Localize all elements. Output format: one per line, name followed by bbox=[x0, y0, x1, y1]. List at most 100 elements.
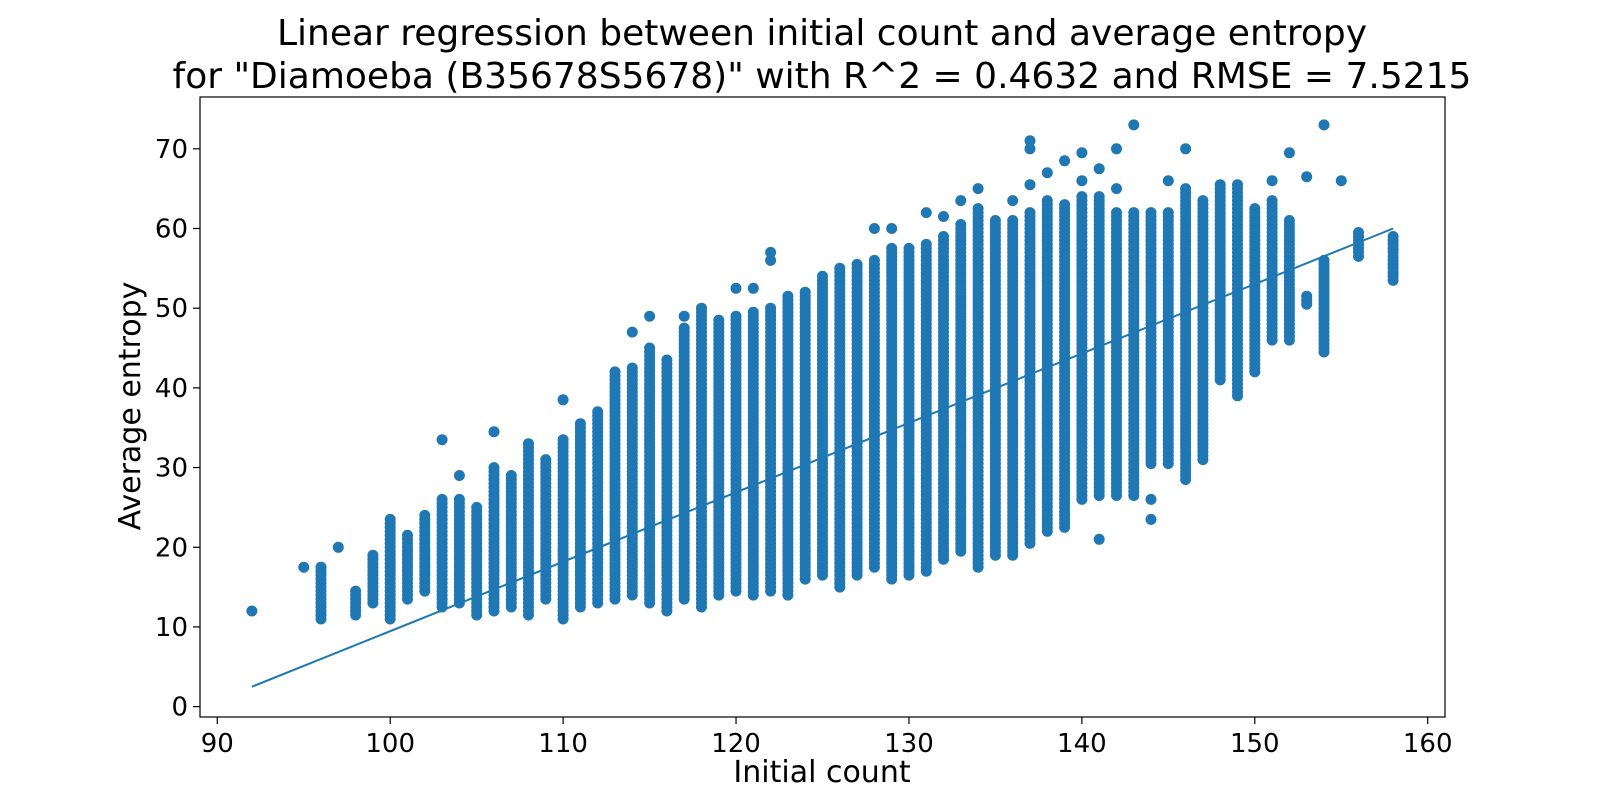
data-point bbox=[1249, 203, 1261, 215]
data-point bbox=[1093, 191, 1105, 203]
data-point bbox=[1111, 207, 1122, 219]
data-point bbox=[505, 470, 517, 481]
regression-line bbox=[251, 227, 1394, 688]
data-point bbox=[730, 282, 742, 294]
y-tick-label: 70 bbox=[155, 135, 188, 165]
data-point bbox=[851, 258, 863, 270]
y-tick-label: 10 bbox=[155, 613, 188, 643]
data-point bbox=[1128, 207, 1140, 219]
chart-subtitle: for "Diamoeba (B35678S5678)" with R^2 = … bbox=[173, 56, 1472, 97]
data-point bbox=[1076, 175, 1088, 187]
data-point bbox=[955, 219, 967, 230]
data-point bbox=[903, 242, 915, 254]
data-point bbox=[1059, 199, 1071, 211]
data-point bbox=[1093, 163, 1105, 175]
data-point bbox=[626, 362, 638, 374]
data-point bbox=[557, 394, 569, 406]
data-point bbox=[557, 434, 569, 446]
data-point bbox=[1335, 175, 1347, 187]
data-point bbox=[1111, 143, 1122, 155]
chart-title: Linear regression between initial count … bbox=[277, 13, 1367, 54]
data-point bbox=[1145, 207, 1157, 219]
data-point bbox=[384, 513, 396, 525]
data-point bbox=[523, 438, 534, 450]
data-point bbox=[436, 434, 448, 446]
data-point bbox=[1024, 207, 1036, 219]
data-point bbox=[1180, 143, 1192, 155]
data-point bbox=[471, 501, 483, 513]
data-point bbox=[1059, 155, 1071, 167]
y-tick-label: 20 bbox=[155, 533, 188, 563]
data-point bbox=[453, 493, 465, 505]
regression-line-group bbox=[251, 227, 1394, 688]
x-tick-label: 100 bbox=[365, 729, 415, 759]
data-point bbox=[1214, 179, 1226, 191]
data-point bbox=[696, 302, 707, 314]
plot-area: 90 100 110 120 130 140 150 160 0 10 20 30 40 50 60 70 bbox=[155, 96, 1453, 759]
data-point bbox=[246, 605, 258, 617]
data-point bbox=[453, 470, 465, 481]
data-point bbox=[1162, 175, 1174, 187]
x-tick-label: 120 bbox=[711, 729, 761, 759]
data-point bbox=[817, 270, 828, 282]
data-point bbox=[1145, 493, 1157, 505]
x-tick-label: 110 bbox=[538, 729, 588, 759]
x-tick-label: 160 bbox=[1403, 729, 1453, 759]
data-point bbox=[938, 211, 949, 222]
data-point bbox=[1041, 195, 1053, 207]
data-point bbox=[488, 462, 500, 474]
data-point bbox=[1301, 290, 1313, 302]
data-point bbox=[609, 366, 621, 378]
data-point bbox=[1024, 135, 1036, 147]
data-point bbox=[1041, 167, 1053, 179]
data-point bbox=[661, 354, 673, 366]
data-point bbox=[782, 290, 794, 302]
data-point bbox=[1007, 195, 1019, 207]
y-tick-label: 60 bbox=[155, 214, 188, 244]
data-point bbox=[315, 561, 327, 573]
data-point bbox=[644, 342, 656, 354]
data-point bbox=[332, 541, 344, 553]
data-point bbox=[972, 203, 984, 215]
data-point bbox=[1162, 207, 1174, 219]
data-point bbox=[488, 426, 500, 438]
data-point bbox=[886, 242, 898, 254]
data-point bbox=[1024, 179, 1036, 191]
data-point bbox=[678, 322, 690, 334]
data-point bbox=[747, 306, 759, 318]
y-tick-label: 0 bbox=[171, 693, 188, 723]
data-point bbox=[436, 493, 448, 505]
y-axis-ticks: 0 10 20 30 40 50 60 70 bbox=[155, 135, 200, 723]
data-point bbox=[540, 454, 552, 466]
x-tick-label: 130 bbox=[884, 729, 934, 759]
data-point bbox=[1283, 215, 1295, 226]
data-point bbox=[1076, 147, 1088, 159]
data-point bbox=[1387, 231, 1399, 242]
data-point bbox=[1093, 533, 1105, 545]
data-point bbox=[747, 282, 759, 294]
data-point bbox=[920, 207, 932, 219]
x-axis-label: Initial count bbox=[733, 755, 910, 790]
y-tick-label: 40 bbox=[155, 374, 188, 404]
data-point bbox=[1301, 171, 1313, 183]
data-point bbox=[350, 585, 362, 597]
data-point bbox=[938, 231, 949, 242]
data-point bbox=[1076, 191, 1088, 203]
data-point bbox=[1024, 143, 1036, 155]
data-point bbox=[1111, 183, 1122, 195]
data-point bbox=[1232, 179, 1243, 191]
data-point bbox=[1266, 175, 1278, 187]
data-point bbox=[765, 302, 777, 314]
data-point bbox=[972, 183, 984, 195]
data-point bbox=[298, 561, 310, 573]
data-point bbox=[678, 310, 690, 322]
data-point bbox=[799, 286, 811, 298]
data-point bbox=[730, 310, 742, 322]
x-axis-ticks: 90 100 110 120 130 140 150 160 bbox=[201, 717, 1453, 759]
x-tick-label: 90 bbox=[201, 729, 234, 759]
data-point bbox=[868, 254, 880, 266]
data-point bbox=[955, 195, 967, 207]
data-point bbox=[626, 326, 638, 338]
data-point bbox=[367, 549, 379, 561]
